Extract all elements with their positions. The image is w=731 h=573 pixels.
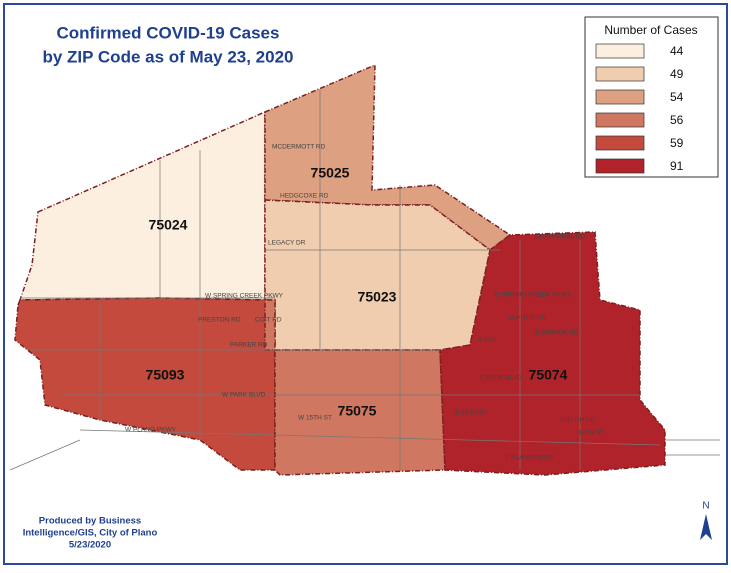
street-label: CHAPARRAL RD bbox=[535, 234, 586, 241]
zip-label: 75023 bbox=[358, 289, 397, 305]
legend-label: 56 bbox=[670, 113, 684, 127]
street-label: HEDGCOXE RD bbox=[280, 193, 329, 200]
legend-title: Number of Cases bbox=[604, 23, 697, 37]
street-label: SHILOH RD bbox=[560, 417, 596, 424]
legend-label: 91 bbox=[670, 159, 684, 173]
street-label: E 15TH ST bbox=[455, 410, 487, 417]
street-label: K AVE bbox=[478, 337, 497, 344]
footer: Produced by Business bbox=[39, 516, 141, 527]
regions bbox=[14, 63, 666, 476]
zip-label: 75075 bbox=[338, 403, 377, 419]
street-label: 14TH ST bbox=[578, 430, 604, 437]
street-label: PARKER RD bbox=[230, 342, 268, 349]
street-label: E PLANO PKWY bbox=[505, 455, 555, 462]
footer: Intelligence/GIS, City of Plano bbox=[23, 528, 158, 539]
legend-swatch bbox=[595, 158, 645, 174]
legend-label: 54 bbox=[670, 90, 684, 104]
street-label: E PARKER RD bbox=[535, 330, 579, 337]
legend-label: 49 bbox=[670, 67, 684, 81]
zip-region bbox=[14, 297, 276, 471]
legend-label: 44 bbox=[670, 44, 684, 58]
street-label: W PARK BLVD bbox=[222, 392, 266, 399]
north-label: N bbox=[702, 501, 709, 512]
street-label: LEGACY DR bbox=[268, 240, 306, 247]
title: by ZIP Code as of May 23, 2020 bbox=[42, 47, 293, 66]
title: Confirmed COVID-19 Cases bbox=[57, 23, 280, 42]
street-label: E SPRING CREEK PKWY bbox=[495, 292, 572, 299]
legend-swatch bbox=[595, 89, 645, 105]
street-label: JUPITER RD bbox=[508, 315, 547, 322]
zip-label: 75093 bbox=[146, 367, 185, 383]
zip-label: 75074 bbox=[529, 367, 568, 383]
roads bbox=[9, 90, 720, 471]
street-label: W 15TH ST bbox=[298, 415, 332, 422]
footer: 5/23/2020 bbox=[69, 540, 111, 551]
legend: Number of Cases 44 49 54 56 59 91 bbox=[584, 16, 719, 178]
zip-label: 75025 bbox=[311, 165, 350, 181]
legend-swatch bbox=[595, 135, 645, 151]
street-label: MCDERMOTT RD bbox=[272, 144, 326, 151]
legend-swatch bbox=[595, 66, 645, 82]
legend-label: 59 bbox=[670, 136, 684, 150]
street-label: E PARK BLVD bbox=[480, 375, 522, 382]
street-label: W PLANO PKWY bbox=[125, 427, 177, 434]
zip-label: 75024 bbox=[149, 217, 188, 233]
street-label: W SPRING CREEK PKWY bbox=[205, 293, 284, 300]
street-label: PRESTON RD bbox=[198, 317, 241, 324]
legend-swatch bbox=[595, 112, 645, 128]
north-arrow bbox=[700, 514, 712, 540]
legend-swatch bbox=[595, 43, 645, 59]
street-label: COIT RD bbox=[255, 317, 282, 324]
